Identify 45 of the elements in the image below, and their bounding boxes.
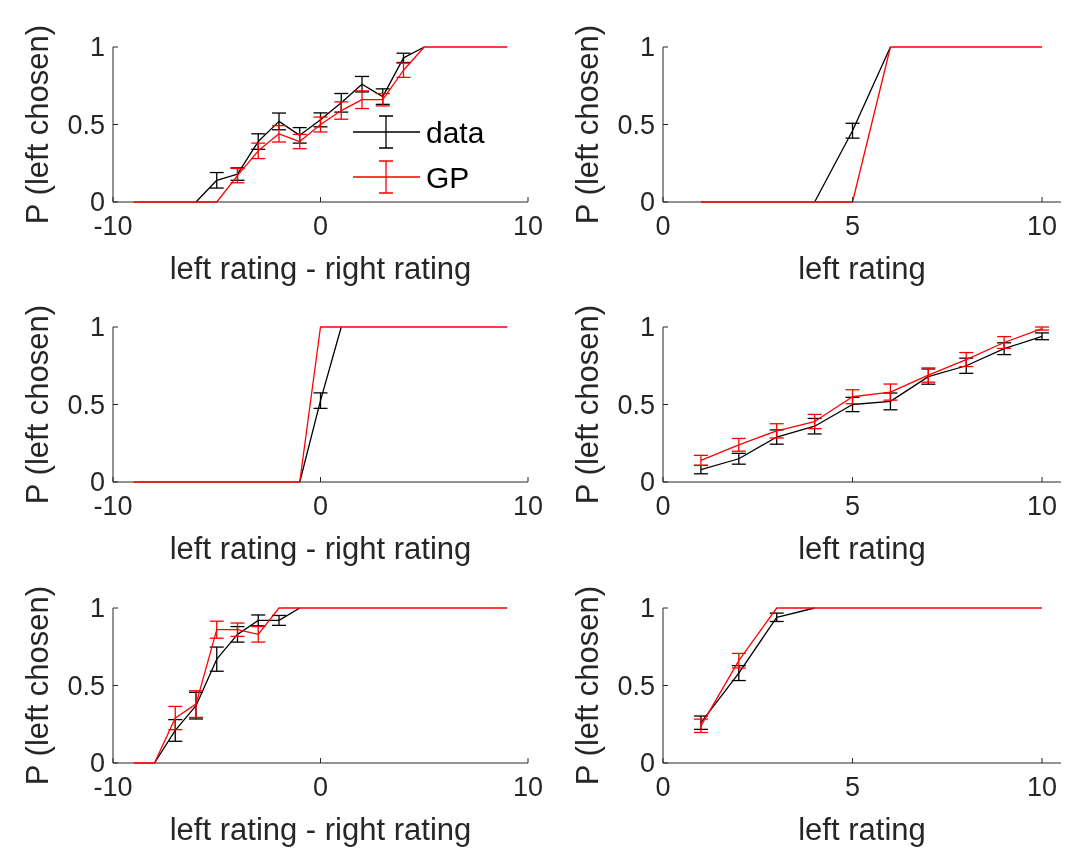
x-tick-label: 0 — [312, 491, 329, 521]
x-tick-label: 10 — [512, 491, 544, 521]
x-tick-label: 5 — [845, 491, 861, 521]
y-axis-title: P (left chosen) — [20, 24, 55, 225]
x-tick-label: 0 — [312, 211, 329, 241]
line-series — [195, 46, 425, 203]
line-series — [133, 607, 508, 764]
x-axis-title: left rating — [798, 531, 926, 566]
y-axis-title: P (left chosen) — [570, 585, 605, 786]
x-axis-title: left rating - right rating — [169, 251, 472, 286]
x-axis-title: left rating - right rating — [169, 812, 472, 847]
legend-label: data — [426, 116, 485, 149]
x-tick-label: 10 — [1027, 772, 1058, 802]
y-tick-label: 1 — [89, 593, 105, 623]
y-tick-label: 0 — [639, 748, 655, 778]
x-axis-title: left rating — [798, 812, 926, 847]
x-axis-title: left rating - right rating — [169, 531, 472, 566]
x-tick-label: 5 — [845, 772, 861, 802]
x-tick-label: 10 — [1027, 211, 1058, 241]
x-tick-label: 10 — [512, 211, 544, 241]
y-tick-label: 1 — [89, 32, 105, 62]
y-tick-label: 0.5 — [617, 389, 655, 420]
y-axis-title: P (left chosen) — [20, 585, 55, 786]
y-axis-title: P (left chosen) — [570, 304, 605, 505]
x-tick-label: 5 — [845, 211, 861, 241]
legend-label: GP — [426, 161, 470, 194]
x-tick-label: 10 — [512, 772, 544, 802]
y-tick-label: 0.5 — [67, 109, 105, 140]
y-tick-label: 1 — [639, 593, 655, 623]
y-tick-label: 0.5 — [617, 670, 655, 701]
y-tick-label: 0.5 — [67, 389, 105, 420]
y-axis-title: P (left chosen) — [20, 304, 55, 505]
line-series — [153, 607, 301, 764]
x-tick-label: 10 — [1027, 491, 1058, 521]
y-tick-label: 1 — [89, 312, 105, 342]
x-axis-title: left rating — [798, 251, 926, 286]
line-series — [133, 46, 508, 203]
y-axis-title: P (left chosen) — [570, 24, 605, 225]
x-tick-label: 0 — [312, 772, 329, 802]
y-tick-label: 0 — [639, 467, 655, 497]
y-tick-label: 1 — [639, 32, 655, 62]
y-tick-label: 0 — [639, 187, 655, 217]
y-tick-label: 0.5 — [617, 109, 655, 140]
y-tick-label: 0.5 — [67, 670, 105, 701]
y-tick-label: 1 — [639, 312, 655, 342]
